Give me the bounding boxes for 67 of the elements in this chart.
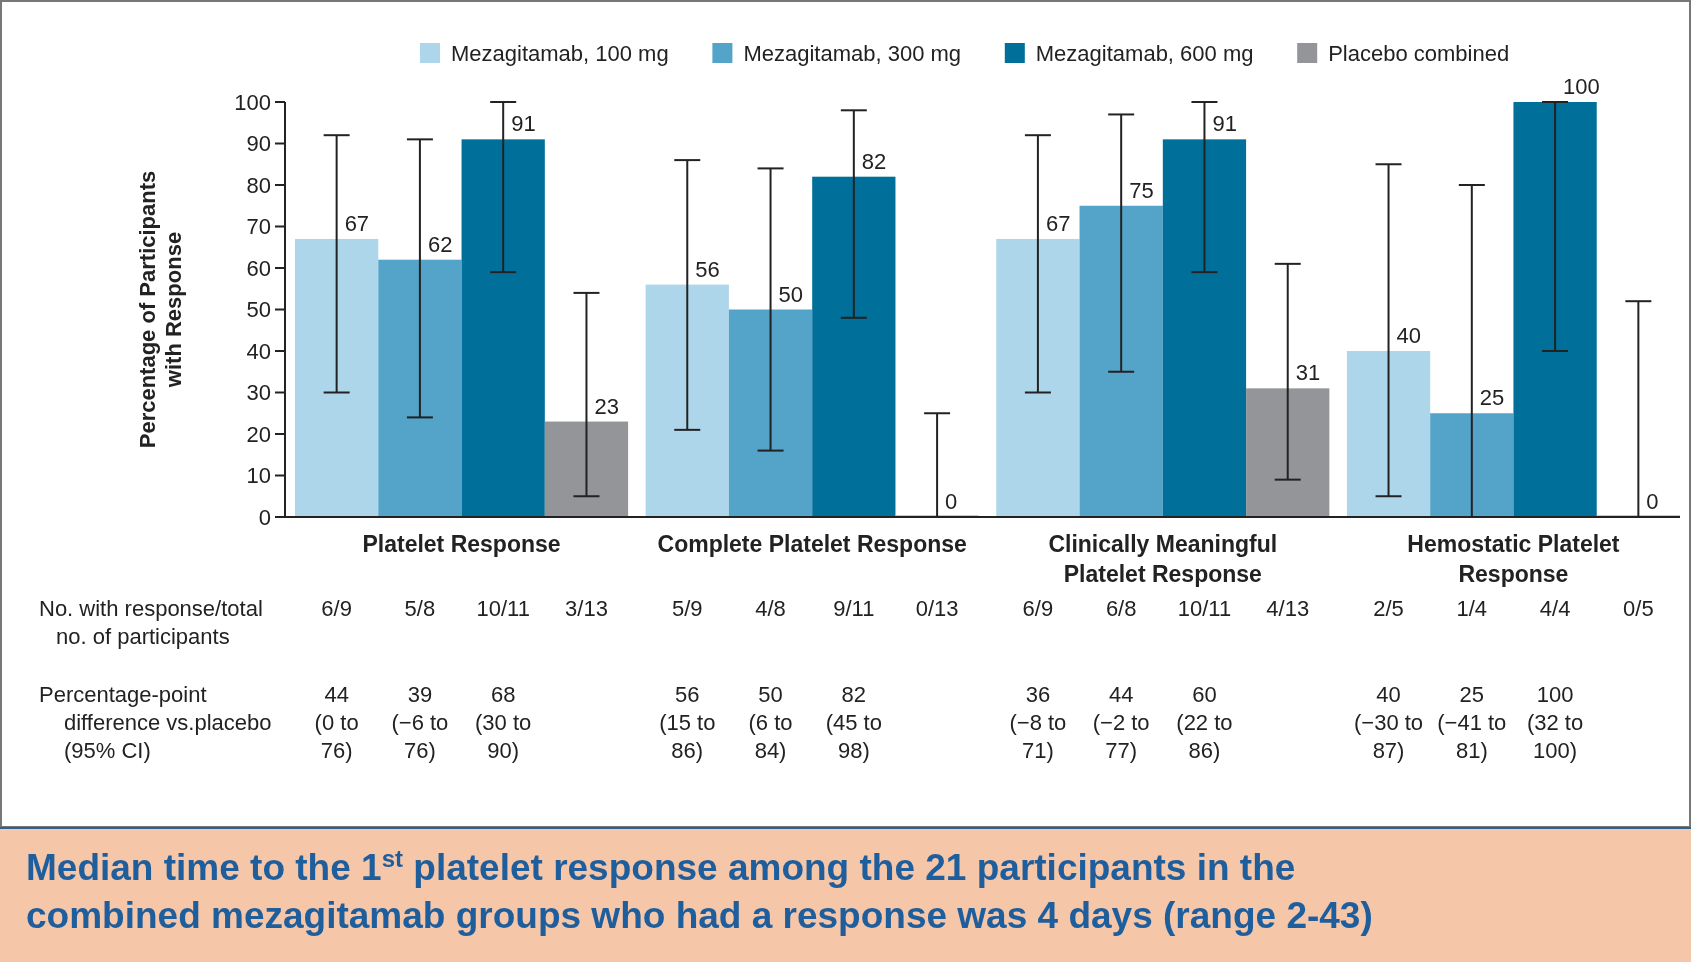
text: 50 (6 to 84)	[748, 682, 793, 763]
text: 100 (32 to 100)	[1526, 682, 1584, 763]
text: 4/4	[1539, 596, 1571, 621]
x-tick-label: Clinically Meaningful Platelet Response	[1048, 531, 1278, 587]
y-tick-label: 70	[246, 214, 271, 240]
text: 0/13	[915, 596, 959, 621]
legend-label: Mezagitamab, 600 mg	[1035, 41, 1254, 66]
x-tick-label: Platelet Response	[362, 531, 561, 557]
data-label: 75	[1129, 177, 1154, 203]
text: 56 (15 to 86)	[659, 682, 716, 763]
data-label: 82	[861, 148, 887, 174]
text: 39 (−6 to 76)	[391, 682, 449, 763]
text: 44 (0 to 76)	[314, 682, 359, 763]
y-tick-label: 50	[246, 297, 271, 323]
data-label: 50	[778, 281, 804, 307]
data-label: 91	[1212, 111, 1237, 137]
text: 6/8	[1105, 596, 1137, 621]
data-label: 31	[1295, 360, 1321, 386]
x-tick-label: Complete Platelet Response	[657, 531, 967, 557]
data-label: 0	[1646, 489, 1659, 514]
y-tick-label: 40	[246, 338, 271, 364]
text: 0/5	[1623, 596, 1654, 621]
data-label: 91	[511, 111, 536, 137]
text: 40 (−30 to 87)	[1353, 682, 1424, 763]
data-label: 67	[1045, 210, 1071, 236]
text: Median time to the 1$^{st}$ platelet response among the 21 participants in the combined mezagitamab groups who had a response was 4 days (range 2-43)	[26, 844, 1373, 936]
text: 10/11	[1177, 596, 1232, 621]
data-label: 23	[594, 393, 619, 419]
text: 1/4	[1456, 596, 1488, 621]
text: 60 (22 to 86)	[1176, 682, 1233, 763]
text: 5/9	[671, 596, 703, 621]
y-tick-label: 20	[246, 421, 271, 447]
text: 3/13	[565, 596, 608, 621]
y-tick-label: 10	[246, 463, 271, 489]
text: 25 (−41 to 81)	[1437, 682, 1507, 763]
text: 6/9	[1022, 596, 1054, 621]
legend-label: Mezagitamab, 100 mg	[451, 41, 669, 66]
text: 44 (−2 to 77)	[1092, 682, 1150, 763]
data-label: 62	[427, 231, 453, 257]
legend-label: Mezagitamab, 300 mg	[743, 41, 962, 66]
text: 5/8	[404, 596, 436, 621]
data-label: 100	[1563, 74, 1600, 99]
text: 6/9	[321, 596, 352, 621]
text: 2/5	[1373, 596, 1404, 621]
text: 82 (45 to 98)	[825, 682, 882, 763]
data-label: 40	[1396, 323, 1422, 348]
data-label: 56	[695, 256, 720, 282]
x-tick-label: Hemostatic Platelet Response	[1407, 531, 1620, 587]
data-label: 67	[344, 210, 370, 236]
legend-label: Placebo combined	[1328, 41, 1510, 66]
y-tick-label: 30	[246, 380, 271, 406]
text: 36 (−8 to 71)	[1009, 682, 1067, 763]
text: 4/13	[1266, 596, 1310, 621]
data-label: 0	[945, 489, 958, 514]
text: 68 (30 to 90)	[475, 682, 532, 763]
text: 10/11	[476, 596, 530, 621]
text: No. with response/total no. of participants	[39, 596, 263, 649]
text: 9/11	[833, 596, 875, 621]
y-tick-label: 0	[258, 504, 271, 530]
text: 4/8	[755, 596, 786, 621]
y-axis-title: Percentage of Participants with Response	[135, 170, 186, 449]
y-tick-label: 100	[234, 89, 271, 115]
text: Percentage-point difference vs.placebo (95% CI)	[39, 682, 272, 763]
y-tick-label: 90	[246, 131, 271, 157]
y-tick-label: 60	[246, 255, 271, 281]
data-label: 25	[1479, 385, 1505, 411]
y-tick-label: 80	[246, 172, 271, 198]
